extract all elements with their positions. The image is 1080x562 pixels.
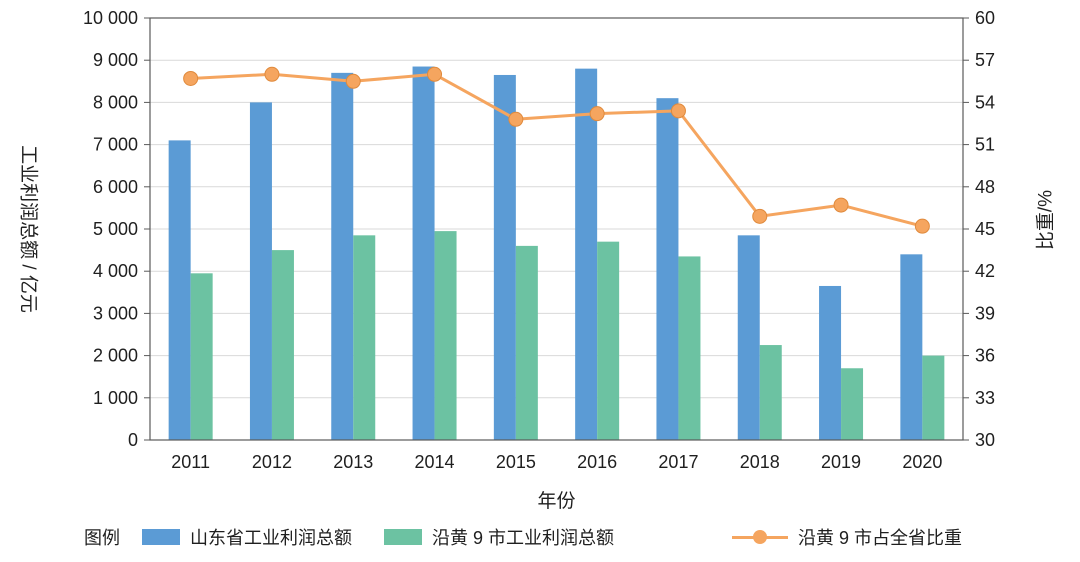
legend: 图例 山东省工业利润总额 沿黄 9 市工业利润总额 沿黄 9 市占全省比重 bbox=[0, 524, 1080, 550]
bar-yellow9-2018 bbox=[759, 345, 782, 440]
left-tick-label: 3 000 bbox=[93, 303, 138, 323]
right-tick-label: 54 bbox=[975, 92, 995, 112]
legend-line-marker-icon bbox=[732, 529, 789, 545]
x-tick-label: 2020 bbox=[902, 452, 942, 472]
left-tick-label: 9 000 bbox=[93, 50, 138, 70]
left-tick-label: 0 bbox=[128, 430, 138, 450]
legend-item-yellow9: 沿黄 9 市工业利润总额 bbox=[384, 524, 614, 550]
right-tick-label: 60 bbox=[975, 8, 995, 28]
x-tick-label: 2011 bbox=[171, 452, 210, 472]
legend-title: 图例 bbox=[84, 528, 120, 548]
plot-border bbox=[149, 17, 964, 441]
left-tick-label: 6 000 bbox=[93, 177, 138, 197]
trend-marker-2011 bbox=[183, 70, 199, 86]
left-tick-label: 1 000 bbox=[93, 388, 138, 408]
bar-yellow9-2011 bbox=[190, 273, 213, 440]
trend-line bbox=[190, 72, 923, 228]
left-axis-title: 工业利润总额 / 亿元 bbox=[17, 145, 39, 313]
left-tick-label: 5 000 bbox=[93, 219, 138, 239]
bar-shandong-2017 bbox=[656, 98, 679, 441]
right-tick-label: 48 bbox=[975, 177, 995, 197]
trend-marker-2015 bbox=[508, 111, 524, 127]
trend-marker-2016 bbox=[589, 106, 605, 122]
trend-marker-2020 bbox=[914, 218, 930, 234]
x-tick-label: 2019 bbox=[821, 452, 861, 472]
legend-line-dot bbox=[753, 530, 768, 544]
legend-label-yellow9: 沿黄 9 市工业利润总额 bbox=[432, 528, 615, 548]
right-tick-label: 42 bbox=[975, 261, 995, 281]
bar-yellow9-2012 bbox=[271, 250, 294, 440]
bar-shandong-2018 bbox=[737, 235, 760, 440]
bar-yellow9-2016 bbox=[597, 241, 620, 440]
bar-shandong-2015 bbox=[493, 74, 516, 440]
trend-marker-2018 bbox=[752, 208, 768, 224]
bar-yellow9-2020 bbox=[922, 355, 945, 440]
bar-shandong-2020 bbox=[900, 254, 923, 440]
trend-marker-2014 bbox=[427, 66, 443, 82]
right-tick-label: 51 bbox=[975, 135, 995, 155]
x-tick-label: 2016 bbox=[577, 452, 617, 472]
x-tick-label: 2015 bbox=[496, 452, 536, 472]
x-tick-label: 2018 bbox=[740, 452, 780, 472]
left-tick-label: 4 000 bbox=[93, 261, 138, 281]
right-tick-label: 57 bbox=[975, 50, 995, 70]
bar-shandong-2016 bbox=[575, 68, 598, 440]
legend-label-shandong: 山东省工业利润总额 bbox=[190, 528, 352, 548]
left-tick-label: 2 000 bbox=[93, 346, 138, 366]
left-tick-label: 8 000 bbox=[93, 92, 138, 112]
right-tick-label: 45 bbox=[975, 219, 995, 239]
left-tick-label: 10 000 bbox=[83, 8, 138, 28]
bar-yellow9-2013 bbox=[353, 235, 376, 440]
legend-swatch-shandong bbox=[142, 529, 180, 545]
legend-item-ratio: 沿黄 9 市占全省比重 bbox=[732, 524, 962, 550]
x-tick-label: 2013 bbox=[333, 452, 373, 472]
right-tick-label: 30 bbox=[975, 430, 995, 450]
x-tick-label: 2012 bbox=[252, 452, 292, 472]
bar-shandong-2019 bbox=[819, 285, 842, 440]
trend-marker-2019 bbox=[833, 197, 849, 213]
bar-yellow9-2014 bbox=[434, 231, 457, 440]
x-tick-label: 2014 bbox=[415, 452, 455, 472]
bar-yellow9-2017 bbox=[678, 256, 701, 440]
chart-plot: 0 1 000 2 000 3 000 4 000 5 000 6 000 7 000 8 00… bbox=[83, 8, 995, 472]
right-tick-label: 36 bbox=[975, 346, 995, 366]
bar-shandong-2011 bbox=[168, 140, 191, 440]
right-axis-title: 比重/% bbox=[1035, 189, 1057, 251]
bar-yellow9-2015 bbox=[515, 245, 538, 440]
right-tick-label: 33 bbox=[975, 388, 995, 408]
x-axis-title: 年份 bbox=[537, 491, 576, 512]
trend-marker-2017 bbox=[670, 103, 686, 119]
bar-shandong-2013 bbox=[331, 72, 354, 441]
trend-marker-2013 bbox=[345, 73, 361, 89]
bar-yellow9-2019 bbox=[841, 368, 864, 440]
bar-shandong-2012 bbox=[249, 102, 272, 441]
bar-shandong-2014 bbox=[412, 66, 435, 440]
left-tick-label: 7 000 bbox=[93, 135, 138, 155]
right-tick-label: 39 bbox=[975, 303, 995, 323]
legend-swatch-yellow9 bbox=[384, 529, 422, 545]
legend-label-ratio: 沿黄 9 市占全省比重 bbox=[798, 528, 963, 548]
legend-item-shandong: 山东省工业利润总额 bbox=[142, 524, 352, 550]
x-tick-label: 2017 bbox=[658, 452, 698, 472]
trend-marker-2012 bbox=[264, 66, 280, 82]
